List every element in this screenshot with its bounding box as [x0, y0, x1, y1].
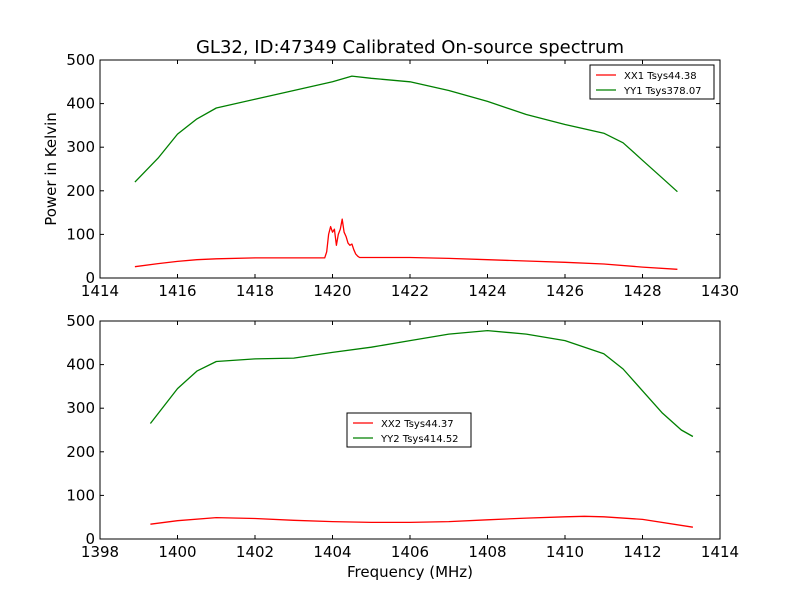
- top-y-tick-label: 0: [85, 269, 95, 287]
- chart-title: GL32, ID:47349 Calibrated On-source spec…: [196, 37, 624, 58]
- top-legend-box: [589, 64, 715, 100]
- bottom-y-tick-label: 0: [85, 530, 95, 548]
- top-y-tick-label: 200: [66, 182, 95, 200]
- top-legend: XX1 Tsys44.38 YY1 Tsys378.07: [589, 64, 715, 100]
- bottom-legend-label-2: YY2 Tsys414.52: [380, 434, 459, 445]
- top-y-tick-label: 500: [66, 51, 95, 69]
- bottom-series-line-1: [150, 515, 693, 528]
- bottom-y-tick-label: 100: [66, 486, 95, 504]
- top-x-tick-label: 1430: [701, 282, 739, 300]
- bottom-series-line-2: [149, 329, 694, 438]
- bottom-y-tick-label: 300: [66, 399, 95, 417]
- bottom-x-tick-label: 1402: [236, 543, 274, 561]
- bottom-x-tick-label: 1398: [81, 543, 119, 561]
- bottom-x-tick-label: 1414: [701, 543, 739, 561]
- bottom-x-tick-label: 1412: [623, 543, 661, 561]
- bottom-y-tick-label: 500: [66, 312, 95, 330]
- bottom-y-tick-label: 200: [66, 443, 95, 461]
- bottom-x-tick-label: 1410: [546, 543, 584, 561]
- bottom-x-tick-label: 1404: [313, 543, 351, 561]
- bottom-legend-box: [346, 412, 472, 448]
- bottom-y-tick-label: 400: [66, 356, 95, 374]
- bottom-panel: 1398 1400 1402 1404 1406 1408 1410 1412 1414 0 100…: [66, 312, 739, 561]
- bottom-x-tick-label: 1408: [468, 543, 506, 561]
- bottom-x-tick-label: 1406: [391, 543, 429, 561]
- y-axis-label: Power in Kelvin: [42, 112, 60, 226]
- bottom-legend: XX2 Tsys44.37 YY2 Tsys414.52: [346, 412, 472, 448]
- top-panel: 1414 1416 1418 1420 1422 1424 1426 1428 1430 0 100…: [66, 51, 739, 300]
- top-y-tick-label: 100: [66, 225, 95, 243]
- top-x-tick-label: 1416: [158, 282, 196, 300]
- top-y-tick-label: 400: [66, 95, 95, 113]
- top-x-tick-label: 1414: [81, 282, 119, 300]
- top-legend-label-1: XX1 Tsys44.38: [624, 71, 697, 82]
- top-y-tick-label: 300: [66, 138, 95, 156]
- x-axis-label: Frequency (MHz): [347, 563, 473, 581]
- bottom-legend-label-1: XX2 Tsys44.37: [381, 419, 454, 430]
- top-x-tick-label: 1426: [546, 282, 584, 300]
- top-series-line-1: [134, 218, 678, 270]
- top-x-tick-label: 1418: [236, 282, 274, 300]
- top-x-tick-label: 1420: [313, 282, 351, 300]
- top-legend-label-2: YY1 Tsys378.07: [623, 86, 702, 97]
- top-series-line-2: [134, 75, 678, 193]
- top-x-tick-label: 1422: [391, 282, 429, 300]
- bottom-x-tick-label: 1400: [158, 543, 196, 561]
- top-x-tick-label: 1424: [468, 282, 506, 300]
- top-x-tick-label: 1428: [623, 282, 661, 300]
